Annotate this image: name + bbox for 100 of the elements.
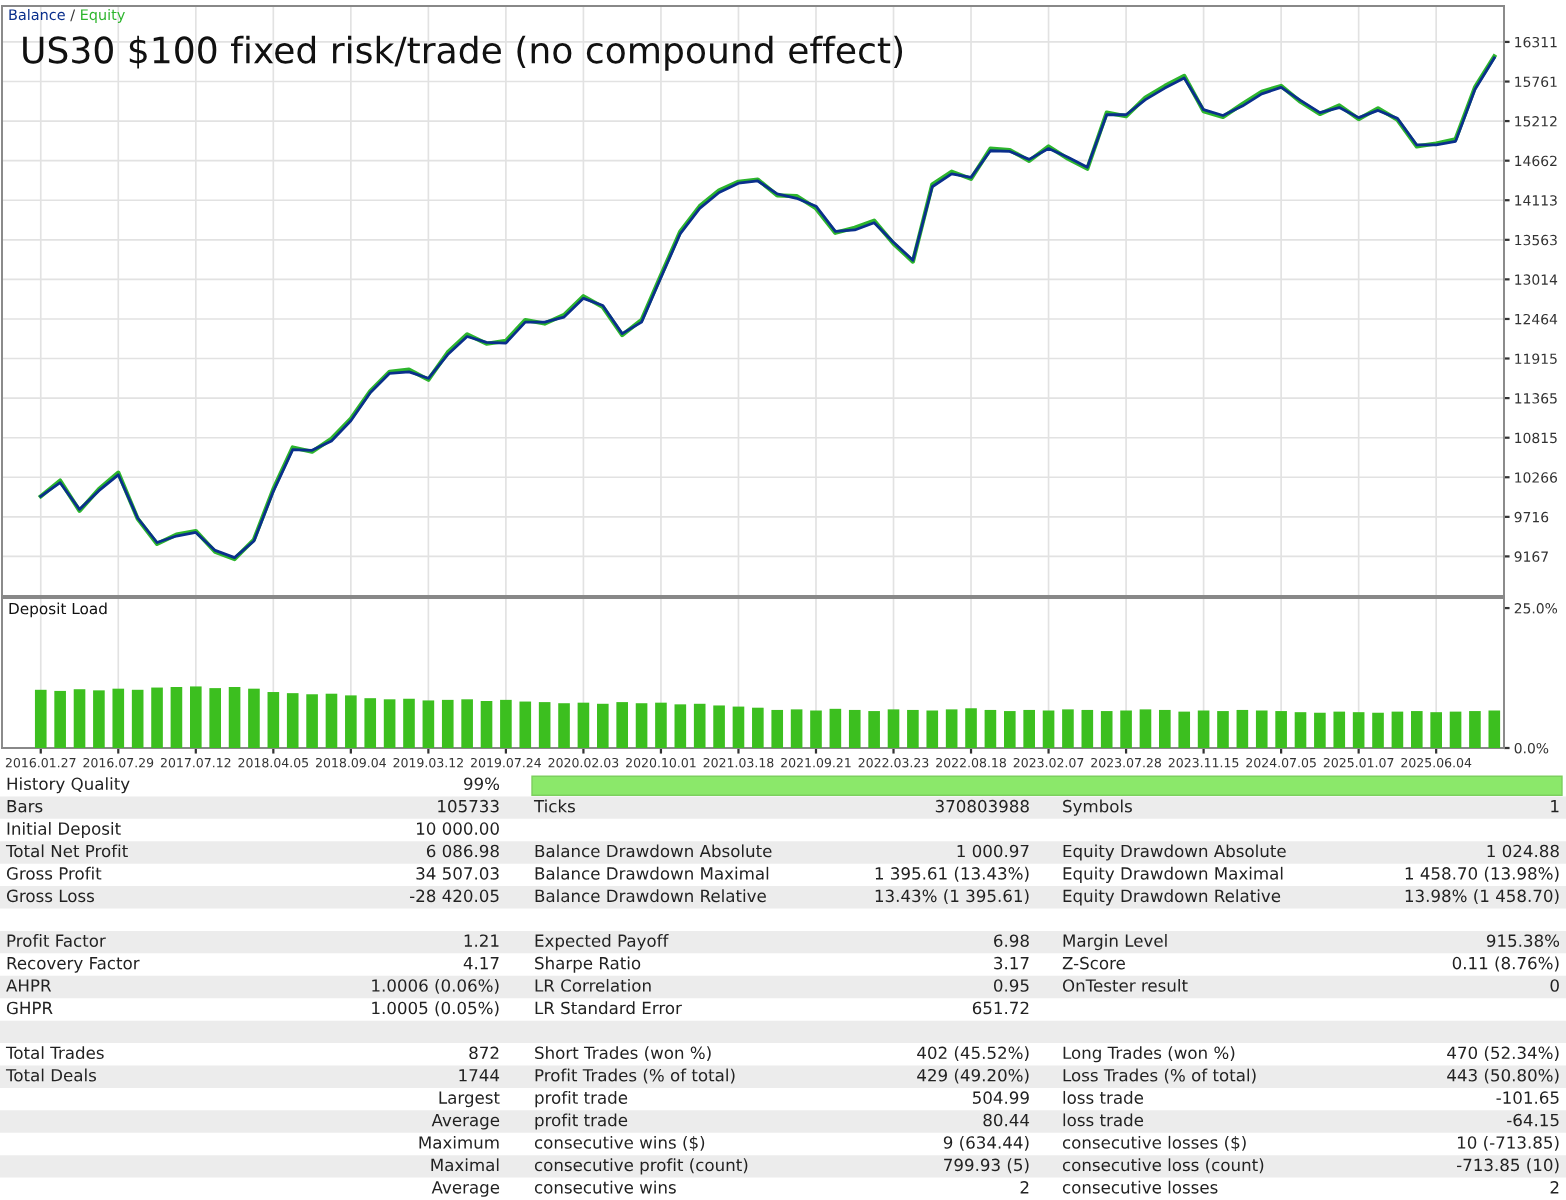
bar <box>1003 711 1016 748</box>
text: 1.0006 (0.06%) <box>372 978 499 994</box>
text: 0.11 (8.76%) <box>1452 956 1559 972</box>
text: -101.65 <box>1496 1091 1559 1104</box>
bar <box>674 704 687 748</box>
text: Total Trades <box>5 1046 104 1060</box>
text: LR Correlation <box>535 978 651 992</box>
bar <box>596 703 609 748</box>
bar <box>519 701 532 748</box>
bar <box>1139 709 1152 748</box>
bar <box>926 710 939 748</box>
text: Total Deals <box>5 1068 97 1082</box>
text: Balance Drawdown Absolute <box>535 844 772 858</box>
bar <box>616 702 628 748</box>
bar <box>655 702 667 748</box>
text: Loss Trades (% of total) <box>1063 1068 1256 1084</box>
text: 2 <box>1020 1181 1029 1194</box>
bar <box>635 703 648 748</box>
text: Gross Loss <box>6 889 94 903</box>
bar <box>868 711 880 748</box>
bar <box>1062 709 1074 748</box>
bar <box>228 686 241 748</box>
bar <box>1314 712 1326 748</box>
text: Gross Profit <box>6 866 102 880</box>
bar <box>131 689 144 748</box>
bar <box>170 686 183 748</box>
text: 1.21 <box>464 934 499 947</box>
text: US30 $100 fixed risk/trade (no compound effect) <box>23 35 903 71</box>
bar <box>383 699 396 748</box>
text: Ticks <box>533 799 575 813</box>
text: Recovery Factor <box>7 957 140 973</box>
text: 1 024.88 <box>1487 844 1559 858</box>
text: 34 507.03 <box>416 867 499 880</box>
bar <box>732 706 745 748</box>
bar <box>480 700 493 748</box>
text: AHPR <box>6 979 52 992</box>
text: profit trade <box>535 1113 628 1130</box>
bar <box>887 709 900 748</box>
bar <box>364 698 377 748</box>
bar <box>286 693 299 748</box>
text: 1 458.70 (13.98%) <box>1405 866 1559 882</box>
text: Largest <box>439 1091 500 1108</box>
text: Expected Payoff <box>535 934 669 951</box>
text: consecutive losses ($) <box>1062 1135 1246 1151</box>
bar <box>461 699 473 748</box>
text: 872 <box>469 1046 499 1060</box>
bar <box>577 702 590 748</box>
text: Bars <box>7 800 43 813</box>
bar <box>1372 712 1384 748</box>
bar <box>1430 712 1442 748</box>
bar <box>1275 711 1287 748</box>
text: -28 420.05 <box>409 889 499 903</box>
bar <box>538 702 551 748</box>
text: Initial Deposit <box>7 821 121 839</box>
text: 799.93 (5) <box>944 1158 1029 1174</box>
text: Long Trades (won %) <box>1063 1046 1235 1063</box>
text: Average <box>431 1181 500 1197</box>
text: LR Standard Error <box>535 1001 682 1015</box>
bar <box>1410 711 1423 748</box>
text: Z-Score <box>1062 956 1125 970</box>
text: 470 (52.34%) <box>1447 1046 1559 1062</box>
text: 6.98 <box>994 934 1029 947</box>
text: consecutive loss (count) <box>1062 1158 1264 1174</box>
bar <box>713 705 725 748</box>
bar <box>151 687 163 748</box>
bar <box>500 699 512 748</box>
text: OnTester result <box>1062 978 1188 992</box>
bar <box>1023 709 1035 748</box>
bar <box>34 689 47 748</box>
text: 99% <box>464 777 500 791</box>
bar <box>829 708 842 748</box>
text: loss trade <box>1063 1091 1144 1104</box>
bar <box>345 695 357 748</box>
bar <box>403 698 415 748</box>
bar <box>248 688 260 748</box>
text: Maximum <box>419 1135 499 1149</box>
text: Equity Drawdown Maximal <box>1063 866 1283 883</box>
bar <box>752 707 764 748</box>
bar <box>441 699 454 748</box>
text: History Quality <box>7 777 130 794</box>
bar <box>1391 711 1404 748</box>
text: 1 395.61 (13.43%) <box>875 866 1029 882</box>
text: 80.44 <box>983 1113 1030 1127</box>
bar <box>558 703 570 748</box>
bar <box>73 689 86 748</box>
bar <box>1294 712 1307 748</box>
bar <box>1042 710 1055 748</box>
bar <box>1178 711 1191 748</box>
text: 443 (50.80%) <box>1447 1068 1559 1084</box>
text: Equity Drawdown Absolute <box>1063 844 1286 861</box>
bar <box>54 690 66 748</box>
text: -64.15 <box>1507 1113 1559 1127</box>
text: -713.85 (10) <box>1456 1158 1559 1174</box>
bar <box>306 694 318 748</box>
text: 402 (45.52%) <box>917 1046 1029 1062</box>
bar <box>1120 710 1132 748</box>
text: Equity Drawdown Relative <box>1063 889 1281 906</box>
text: Margin Level <box>1063 934 1167 951</box>
bar <box>93 690 105 748</box>
bar <box>790 709 803 748</box>
